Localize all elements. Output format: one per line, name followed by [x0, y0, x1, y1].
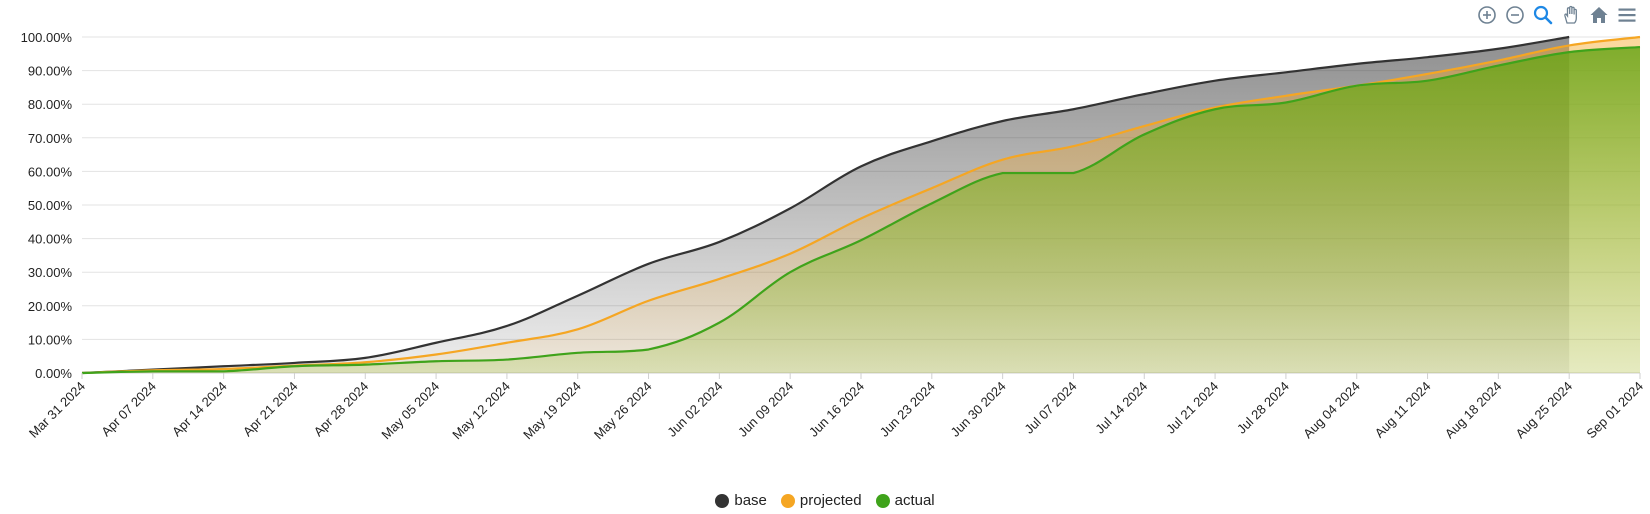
x-tick-label: Jun 23 2024 [877, 379, 938, 440]
legend-item-actual[interactable]: actual [875, 492, 935, 509]
x-tick-label: Aug 04 2024 [1300, 379, 1363, 442]
series-areas [82, 37, 1640, 373]
x-tick-label: Jul 28 2024 [1234, 379, 1292, 437]
legend-item-projected[interactable]: projected [780, 492, 862, 509]
x-tick-label: Jul 07 2024 [1021, 379, 1079, 437]
x-tick-label: Aug 18 2024 [1442, 379, 1505, 442]
y-tick-label: 90.00% [28, 64, 73, 79]
y-tick-label: 50.00% [28, 198, 73, 213]
line-base [81, 35, 1570, 375]
y-tick-label: 40.00% [28, 232, 73, 247]
x-tick-label: Apr 07 2024 [98, 379, 159, 440]
legend-label-actual: actual [894, 492, 935, 509]
x-tick-label: May 05 2024 [378, 379, 442, 443]
legend-marker-base [715, 493, 730, 508]
legend: base projected actual [0, 492, 1650, 509]
y-tick-label: 10.00% [28, 332, 73, 347]
y-tick-label: 20.00% [28, 299, 73, 314]
x-tick-label: Sep 01 2024 [1583, 379, 1646, 442]
x-tick-label: Jun 09 2024 [735, 379, 796, 440]
legend-marker-projected [780, 493, 795, 508]
x-tick-label: May 19 2024 [520, 379, 584, 443]
series-lines [81, 35, 1641, 375]
y-tick-label: 70.00% [28, 131, 73, 146]
x-tick-label: Mar 31 2024 [26, 379, 88, 441]
area-actual [82, 47, 1640, 373]
x-tick-label: Apr 28 2024 [311, 379, 372, 440]
x-tick-label: Apr 21 2024 [240, 379, 301, 440]
zoom-out-icon[interactable] [1504, 4, 1526, 26]
chart-toolbar [1476, 4, 1638, 26]
y-tick-label: 0.00% [35, 366, 72, 381]
y-tick-label: 80.00% [28, 97, 73, 112]
home-icon[interactable] [1588, 4, 1610, 26]
y-tick-label: 30.00% [28, 265, 73, 280]
y-axis: 0.00% 10.00% 20.00% 30.00% 40.00% 50.00% 60.00… [21, 30, 73, 381]
x-tick-label: Apr 14 2024 [169, 379, 230, 440]
y-tick-label: 60.00% [28, 164, 73, 179]
zoom-in-icon[interactable] [1476, 4, 1498, 26]
x-tick-label: Jul 14 2024 [1092, 379, 1150, 437]
y-tick-label: 100.00% [21, 30, 73, 45]
x-tick-label: Jun 02 2024 [664, 379, 725, 440]
x-tick-label: May 26 2024 [591, 379, 655, 443]
legend-item-base[interactable]: base [715, 492, 767, 509]
legend-label-base: base [734, 492, 767, 509]
x-tick-label: Jun 30 2024 [948, 379, 1009, 440]
line-actual [81, 45, 1641, 375]
legend-marker-actual [875, 493, 890, 508]
pan-icon[interactable] [1560, 4, 1582, 26]
line-projected [81, 35, 1641, 375]
menu-icon[interactable] [1616, 4, 1638, 26]
selection-zoom-icon[interactable] [1532, 4, 1554, 26]
x-axis: Mar 31 2024 Apr 07 2024 Apr 14 2024 Apr 21 … [26, 373, 1646, 442]
x-tick-label: Aug 11 2024 [1372, 379, 1434, 441]
x-tick-label: Jul 21 2024 [1163, 379, 1221, 437]
x-tick-label: Jun 16 2024 [806, 379, 867, 440]
x-tick-label: May 12 2024 [449, 379, 513, 443]
legend-label-projected: projected [799, 492, 862, 509]
x-tick-label: Aug 25 2024 [1513, 379, 1576, 442]
